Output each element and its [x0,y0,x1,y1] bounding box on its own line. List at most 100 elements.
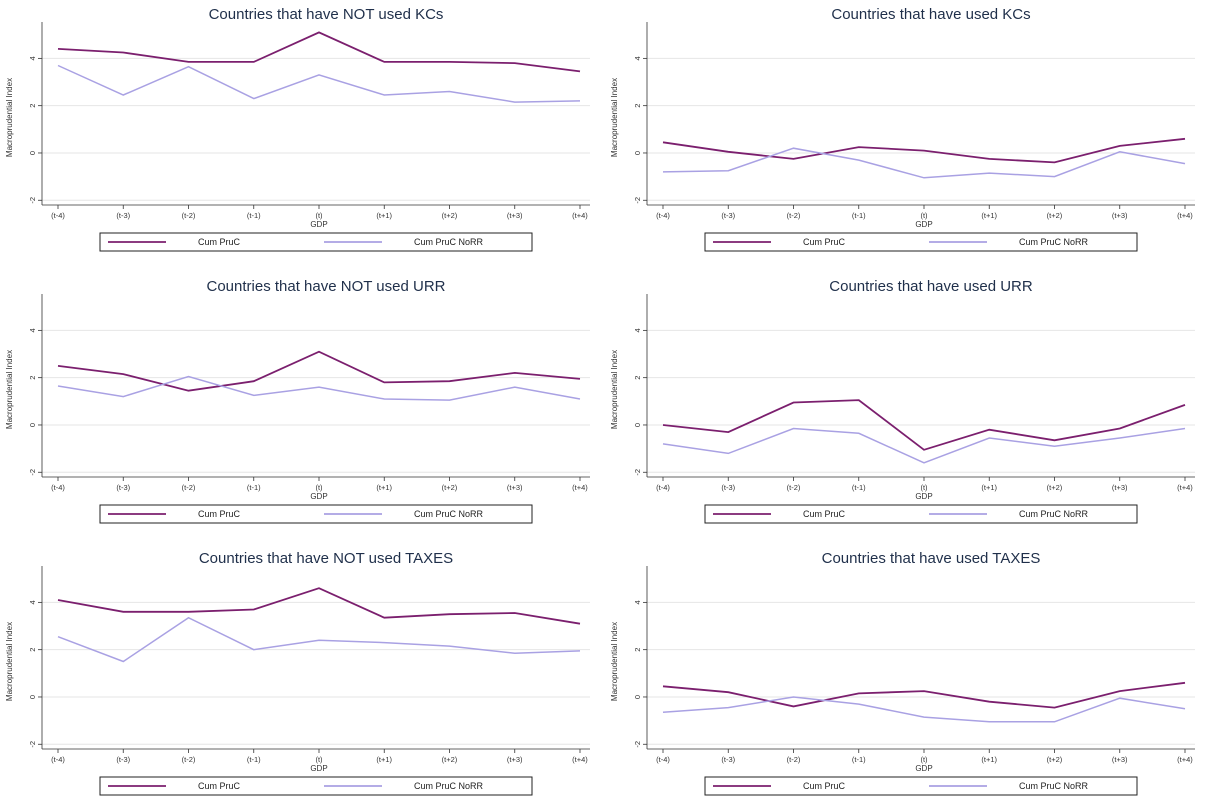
x-tick-label: (t+3) [507,211,523,220]
x-tick-label: (t+3) [1112,211,1128,220]
legend-label-cum-pruc: Cum PruC [198,237,241,247]
x-tick-label: (t-3) [721,211,735,220]
y-tick-label: 0 [633,423,642,427]
series-line-cum-pruc-norr [662,696,1186,723]
x-tick-label: (t+3) [1112,755,1128,764]
y-tick-label: -2 [633,197,642,204]
y-axis-label: Macroprudential Index [610,622,619,701]
chart-svg: Countries that have used URR -2 0 2 4 Macropr… [610,278,1195,524]
x-tick-label: (t+2) [442,755,458,764]
chart-svg: Countries that have NOT used URR -2 0 2 4 Mac… [5,278,590,524]
x-axis-label: GDP [310,492,327,501]
x-tick-label: (t+4) [572,483,588,492]
x-tick-label: (t-2) [182,755,196,764]
chart-panel-used-taxes: Countries that have used TAXES -2 0 2 4 Macro… [605,544,1209,812]
series-line-cum-pruc [662,399,1186,451]
x-axis-label: GDP [310,764,327,773]
chart-panel-not-used-taxes: Countries that have NOT used TAXES -2 0 2 4 M… [0,544,604,812]
x-tick-label: (t+1) [981,483,997,492]
x-tick-label: (t+4) [1177,211,1193,220]
y-tick-label: 4 [633,56,642,60]
series-line-cum-pruc-norr [662,427,1186,464]
x-tick-label: (t+4) [1177,483,1193,492]
x-tick-label: (t-2) [787,211,801,220]
x-tick-label: (t-2) [787,483,801,492]
x-tick-label: (t+2) [1047,211,1063,220]
x-tick-label: (t+4) [1177,755,1193,764]
x-tick-label: (t) [920,755,928,764]
y-tick-label: 4 [28,600,37,604]
series-line-cum-pruc [57,31,581,73]
series-line-cum-pruc [57,350,581,392]
x-axis-label: GDP [915,220,932,229]
x-tick-label: (t+3) [507,483,523,492]
y-tick-label: -2 [28,469,37,476]
legend-box [704,776,1138,796]
y-tick-label: 0 [633,151,642,155]
legend-label-cum-pruc-norr: Cum PruC NoRR [1019,781,1089,791]
y-tick-label: 0 [633,695,642,699]
legend-label-cum-pruc: Cum PruC [198,781,241,791]
x-tick-label: (t) [315,483,323,492]
y-axis-label: Macroprudential Index [5,350,14,429]
x-tick-label: (t-2) [182,483,196,492]
y-axis-label: Macroprudential Index [5,78,14,157]
series-line-cum-pruc [662,137,1186,164]
x-tick-label: (t) [315,211,323,220]
x-tick-label: (t+2) [1047,483,1063,492]
x-tick-label: (t-4) [656,755,670,764]
x-tick-label: (t+1) [981,755,997,764]
x-tick-label: (t-4) [51,755,65,764]
chart-title: Countries that have used TAXES [822,550,1041,567]
x-tick-label: (t-1) [852,755,866,764]
series-line-cum-pruc-norr [662,147,1186,179]
x-tick-label: (t-4) [656,211,670,220]
x-tick-label: (t) [315,755,323,764]
x-tick-label: (t-1) [247,211,261,220]
y-tick-label: 0 [28,695,37,699]
legend-label-cum-pruc-norr: Cum PruC NoRR [414,237,484,247]
y-tick-label: -2 [28,741,37,748]
chart-title: Countries that have used URR [829,278,1033,295]
x-axis-label: GDP [915,764,932,773]
chart-svg: Countries that have used KCs -2 0 2 4 Macropr… [610,6,1195,252]
x-tick-label: (t) [920,483,928,492]
x-axis-label: GDP [915,492,932,501]
x-tick-label: (t+3) [1112,483,1128,492]
legend-label-cum-pruc-norr: Cum PruC NoRR [414,781,484,791]
y-tick-label: 0 [28,423,37,427]
y-tick-label: 2 [28,648,37,652]
x-tick-label: (t-1) [247,483,261,492]
y-axis-label: Macroprudential Index [610,78,619,157]
y-axis-label: Macroprudential Index [5,622,14,701]
x-tick-label: (t-4) [656,483,670,492]
x-tick-label: (t-4) [51,483,65,492]
series-line-cum-pruc-norr [57,375,581,401]
x-tick-label: (t-4) [51,211,65,220]
chart-title: Countries that have NOT used URR [207,278,446,295]
y-tick-label: 4 [633,600,642,604]
x-tick-label: (t-1) [247,755,261,764]
series-line-cum-pruc-norr [57,616,581,663]
chart-panel-not-used-kcs: Countries that have NOT used KCs -2 0 2 4 Mac… [0,0,604,268]
y-tick-label: 2 [28,376,37,380]
x-tick-label: (t-1) [852,483,866,492]
chart-svg: Countries that have NOT used KCs -2 0 2 4 Mac… [5,6,590,252]
legend-label-cum-pruc-norr: Cum PruC NoRR [1019,509,1089,519]
chart-title: Countries that have NOT used KCs [209,6,444,23]
y-tick-label: 4 [633,328,642,332]
x-tick-label: (t-3) [116,211,130,220]
x-tick-label: (t-2) [787,755,801,764]
series-line-cum-pruc-norr [57,64,581,103]
series-line-cum-pruc [57,587,581,625]
x-tick-label: (t-3) [116,755,130,764]
legend-box [704,504,1138,524]
y-tick-label: 2 [633,376,642,380]
series-line-cum-pruc [662,681,1186,709]
legend-label-cum-pruc: Cum PruC [803,509,846,519]
legend-label-cum-pruc: Cum PruC [198,509,241,519]
legend-label-cum-pruc-norr: Cum PruC NoRR [1019,237,1089,247]
legend-box [704,232,1138,252]
legend-box [99,504,533,524]
x-tick-label: (t-3) [721,483,735,492]
